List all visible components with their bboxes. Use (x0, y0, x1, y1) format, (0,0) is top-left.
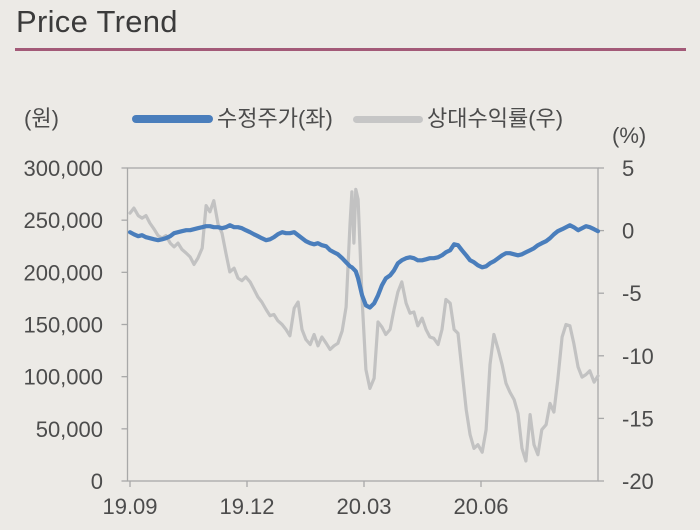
price-line (127, 223, 601, 310)
x-axis-tick-label: 20.06 (453, 494, 508, 519)
left-axis-tick-label: 200,000 (23, 260, 103, 285)
x-axis-tick-label: 19.09 (102, 494, 157, 519)
page-title: Price Trend (16, 4, 178, 39)
title-underline (15, 48, 686, 51)
right-axis-unit-label: (%) (612, 123, 647, 148)
left-axis-tick-label: 100,000 (23, 365, 103, 390)
legend-price-label: 수정주가(좌) (217, 106, 333, 131)
left-axis-tick-label: 50,000 (36, 417, 103, 442)
right-axis-tick-label: 5 (622, 156, 634, 181)
legend-return-label: 상대수익률(우) (427, 106, 564, 131)
x-axis-tick-label: 19.12 (219, 494, 274, 519)
right-axis-tick-label: -10 (622, 344, 654, 369)
left-axis-tick-label: 0 (91, 469, 103, 494)
left-axis-tick-label: 150,000 (23, 313, 103, 338)
legend-price-swatch (132, 115, 213, 123)
right-axis-tick-label: -20 (622, 469, 654, 494)
right-axis-tick-label: -15 (622, 406, 654, 431)
relative-return-line (128, 187, 600, 463)
x-axis-tick-label: 20.03 (336, 494, 391, 519)
left-axis-tick-label: 250,000 (23, 208, 103, 233)
right-axis-tick-label: 0 (622, 219, 634, 244)
left-axis-tick-label: 300,000 (23, 156, 103, 181)
left-axis-unit-label: (원) (24, 106, 59, 131)
right-axis-tick-label: -5 (622, 281, 642, 306)
legend-return-swatch (353, 116, 423, 123)
